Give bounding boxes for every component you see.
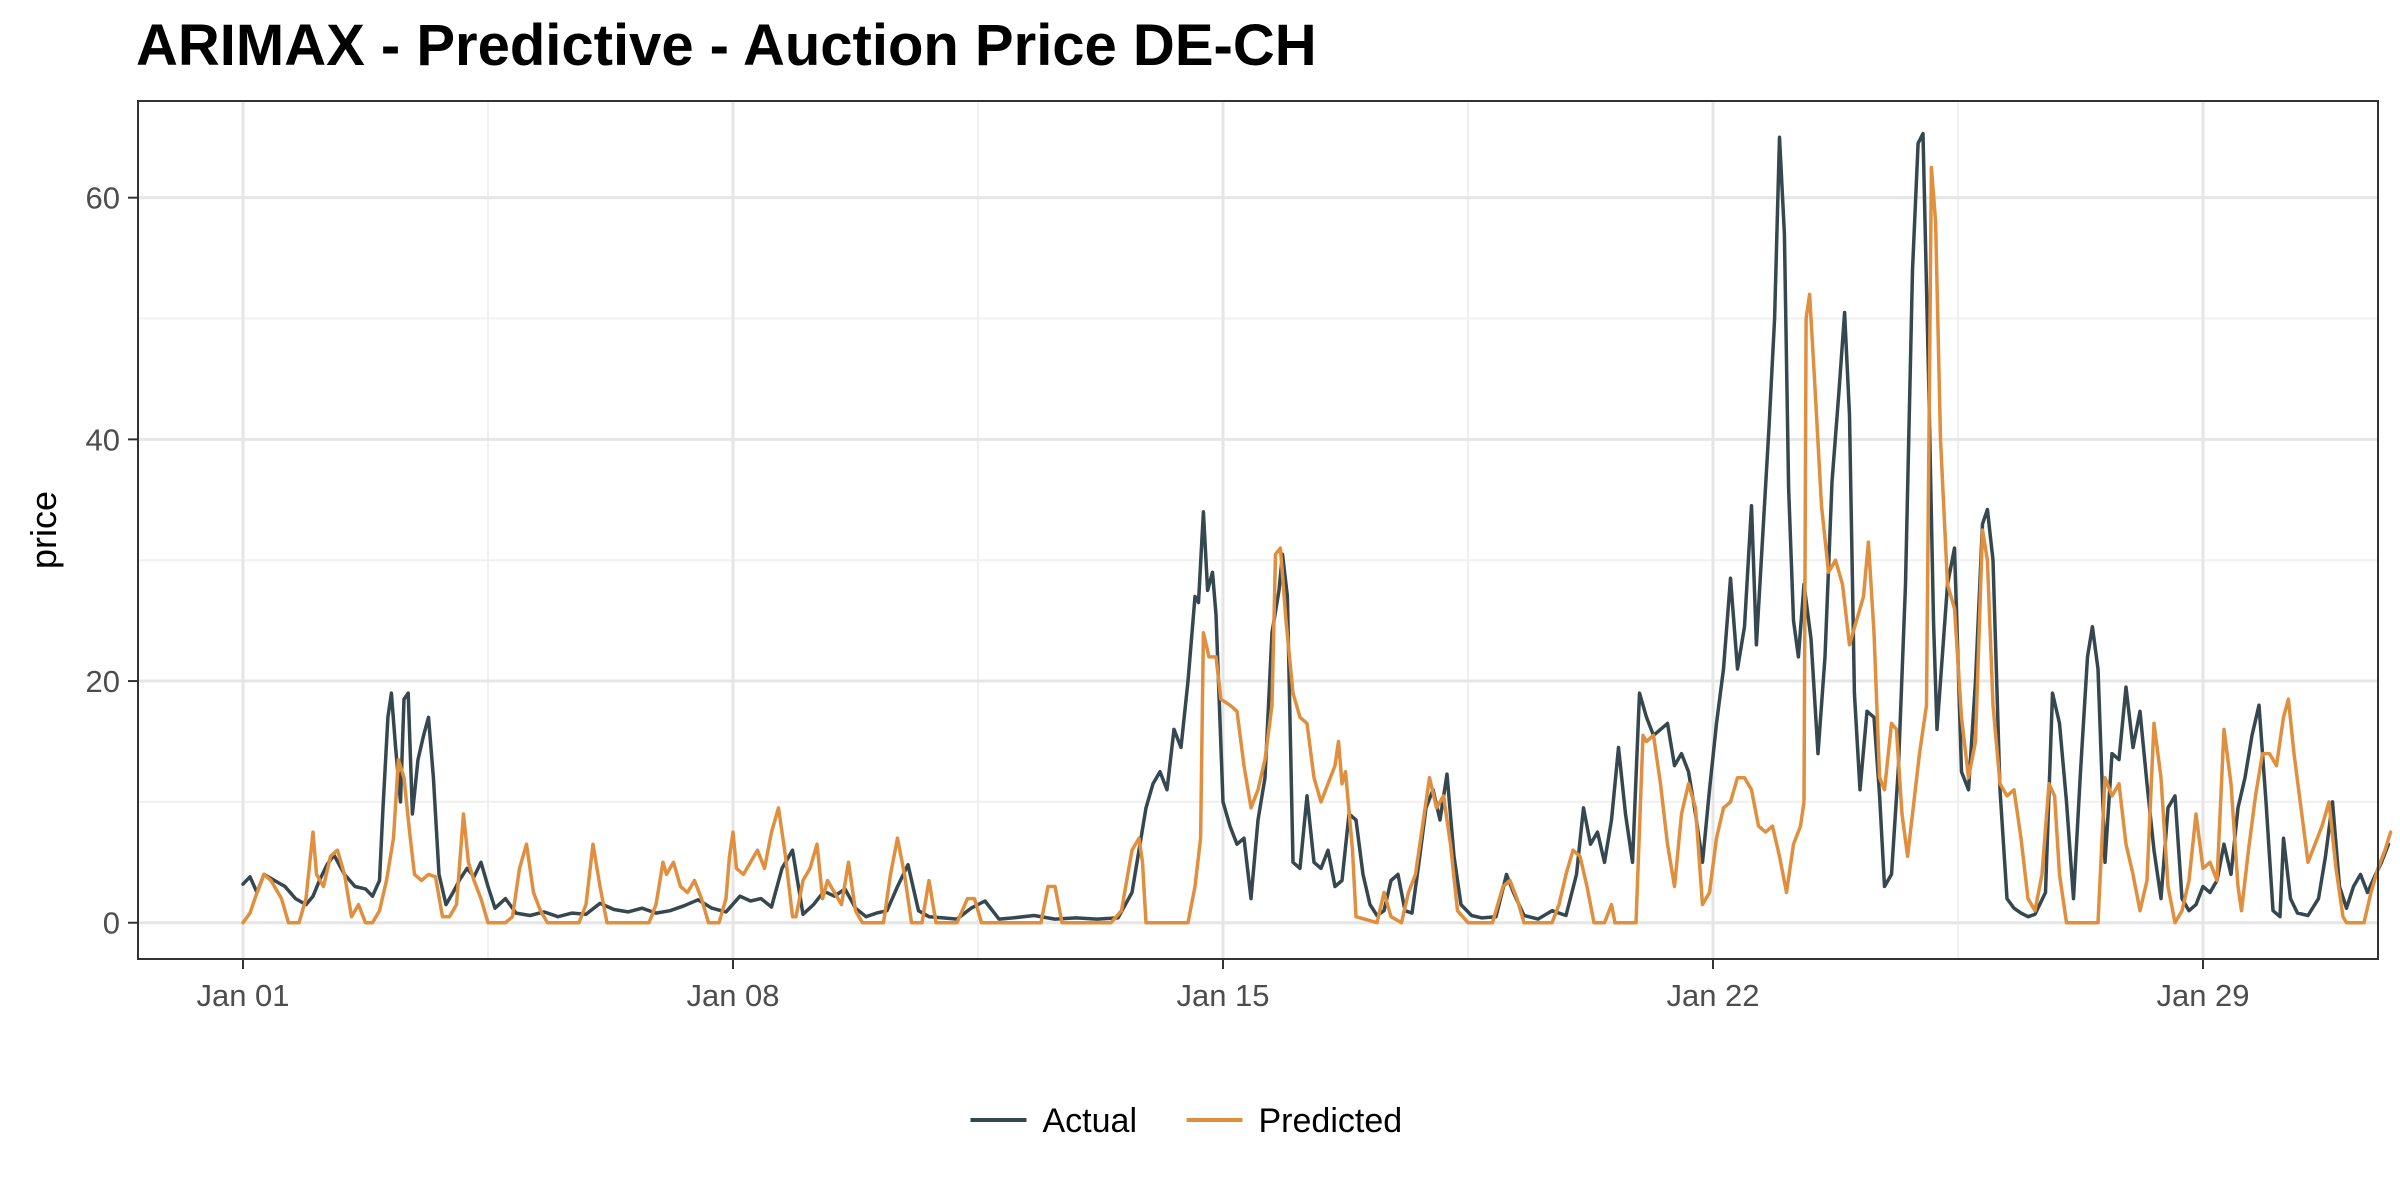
- x-tick-label: Jan 15: [1176, 978, 1269, 1013]
- plot-panel-border: [137, 100, 2379, 960]
- legend-label: Actual: [1043, 1102, 1138, 1140]
- y-axis-title: price: [23, 491, 64, 569]
- y-tick-label: 20: [86, 664, 120, 699]
- legend-item-actual[interactable]: Actual: [970, 1102, 1138, 1140]
- x-tick-label: Jan 29: [2156, 978, 2249, 1013]
- y-tick-label: 0: [103, 906, 120, 941]
- x-tick-label: Jan 22: [1666, 978, 1759, 1013]
- legend-item-predicted[interactable]: Predicted: [1186, 1102, 1403, 1140]
- x-tick-label: Jan 01: [196, 978, 289, 1013]
- legend-label: Predicted: [1259, 1102, 1403, 1140]
- chart-title: ARIMAX - Predictive - Auction Price DE-C…: [136, 13, 1317, 78]
- series-line-actual: [241, 131, 2391, 921]
- y-axis: 0 20 40 60: [86, 181, 138, 941]
- y-tick-label: 40: [86, 422, 120, 457]
- x-axis: Jan 01 Jan 08 Jan 15 Jan 22 Jan 29: [196, 959, 2250, 1013]
- series-layer: [241, 131, 2393, 925]
- series-line-predicted: [241, 165, 2393, 925]
- legend[interactable]: Actual Predicted: [970, 1102, 1403, 1140]
- grid: [138, 101, 2378, 959]
- x-tick-label: Jan 08: [686, 978, 779, 1013]
- y-tick-label: 60: [86, 181, 120, 216]
